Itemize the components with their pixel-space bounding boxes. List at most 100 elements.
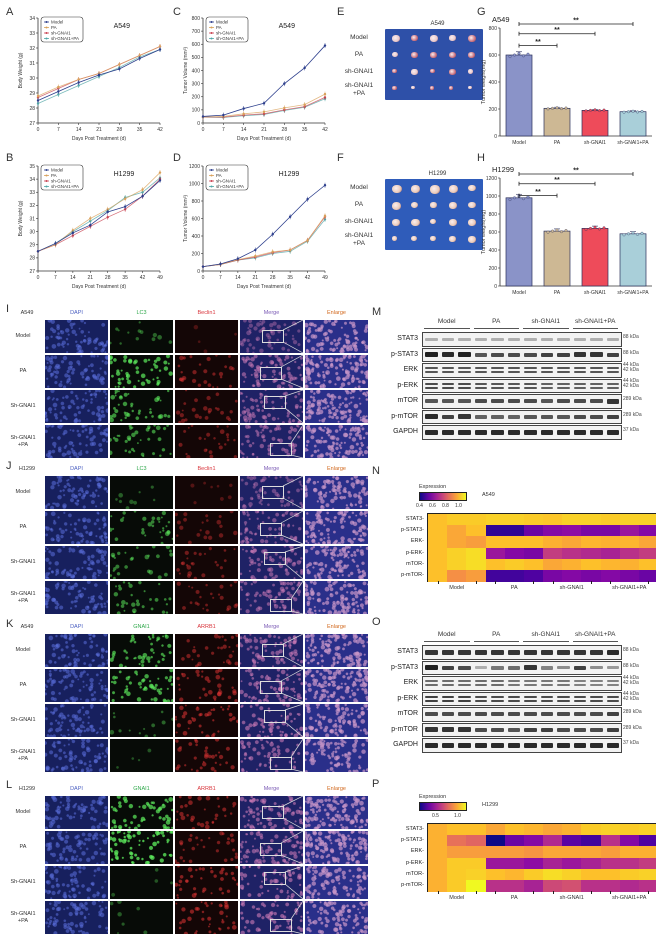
heatmap-cell (619, 547, 640, 560)
heatmap-cell (428, 824, 448, 836)
colorbar (419, 802, 467, 811)
if-dapi-image (45, 390, 108, 423)
wb-band (491, 684, 504, 687)
wb-band (491, 665, 504, 670)
heatmap-cell (619, 857, 640, 870)
svg-text:**: ** (573, 168, 579, 175)
heatmap-cell (485, 835, 506, 847)
wb-band (573, 414, 586, 419)
svg-text:PA: PA (554, 140, 561, 146)
heatmap-cell (543, 857, 563, 870)
heatmap-x-tick (533, 581, 535, 585)
if-column-header: Beclin1 (197, 466, 216, 472)
svg-text:PA: PA (554, 290, 561, 296)
if-merge-image (240, 425, 303, 458)
svg-text:H1299: H1299 (492, 165, 514, 174)
zoom-connector-lines (282, 796, 303, 829)
heatmap-cell (447, 857, 467, 870)
wb-band-strip (422, 707, 622, 722)
if-dapi-image (45, 704, 108, 737)
wb-band (524, 727, 537, 732)
heatmap-cell (485, 570, 506, 582)
wb-band (524, 665, 537, 671)
if-column-header: Enlarge (327, 786, 346, 792)
if-dapi-image (45, 476, 108, 509)
heatmap-x-tick (610, 891, 612, 895)
heatmap-title: A549 (482, 492, 495, 498)
heatmap-cell (523, 525, 544, 537)
svg-text:21: 21 (253, 275, 259, 281)
wb-band (507, 352, 520, 357)
if-row-label: Model (15, 332, 31, 339)
heatmap-cell (562, 824, 582, 836)
svg-text:Tumor weight(mg): Tumor weight(mg) (481, 210, 487, 255)
wb-band (441, 352, 454, 358)
photo-row-label: sh-GNAI1 (344, 68, 374, 75)
wb-band (474, 382, 487, 385)
heatmap-cell (562, 868, 582, 881)
wb-band (507, 382, 520, 385)
wb-band (540, 742, 553, 748)
svg-text:600: 600 (192, 42, 201, 48)
svg-text:Days Post Treatment (d): Days Post Treatment (d) (237, 136, 292, 142)
tumor-sample (411, 219, 420, 227)
wb-band-strip (422, 409, 622, 424)
heatmap-cell (600, 514, 621, 526)
wb-band-strip (422, 378, 622, 393)
heatmap-cell (447, 824, 467, 836)
wb-band-strip (422, 660, 622, 675)
colorbar-tick: 1.0 (455, 503, 462, 509)
wb-band (557, 695, 570, 698)
wb-band (507, 429, 520, 435)
wb-band (507, 684, 520, 687)
heatmap-cell (485, 846, 506, 859)
if-dapi-image (45, 866, 108, 899)
panel-label-c: C (173, 6, 181, 18)
svg-text:33: 33 (29, 190, 35, 196)
wb-group-line (473, 641, 519, 642)
wb-band (441, 382, 454, 385)
wb-band (573, 371, 586, 374)
if-cell-line-label: A549 (20, 310, 34, 316)
heatmap-cell (600, 880, 621, 892)
tumor-photo-a549: A549 Model PA sh-GNAI1 sh-GNAI1 +PA (335, 20, 485, 120)
heatmap-row-label: mTOR- (406, 870, 424, 877)
wb-band (491, 371, 504, 374)
heatmap-cell (504, 570, 525, 582)
tumor-sample (468, 35, 477, 43)
wb-band (573, 680, 586, 683)
if-panel-j: H1299 DAPI LC3 Beclin1 Merge Enlarge Model PA Sh… (0, 466, 368, 616)
wb-band (557, 429, 570, 435)
svg-text:7: 7 (54, 275, 57, 281)
if-row-label: Sh-GNAI1 (10, 402, 36, 409)
wb-band (590, 712, 603, 717)
heatmap-row-label: p-mTOR- (401, 572, 424, 578)
svg-text:Model: Model (51, 168, 63, 173)
if-red-image (175, 581, 238, 614)
wb-band (590, 352, 603, 358)
wb-band (573, 337, 586, 341)
zoom-box (264, 396, 286, 409)
svg-text:sh-GNAI1: sh-GNAI1 (216, 31, 236, 36)
if-enlarge-image (305, 866, 368, 899)
svg-text:sh-GNAI1: sh-GNAI1 (51, 31, 71, 36)
panel-label-i: I (6, 303, 10, 315)
if-enlarge-image (305, 704, 368, 737)
wb-band (474, 386, 487, 389)
if-red-image (175, 796, 238, 829)
colorbar-tick: 1.0 (454, 813, 461, 819)
heatmap-cell (581, 880, 601, 892)
heatmap-cell (485, 880, 506, 892)
heatmap-cell (619, 514, 640, 526)
svg-text:28: 28 (117, 127, 123, 133)
wb-band (458, 680, 471, 683)
zoom-box (270, 919, 292, 932)
heatmap-group-label: PA (510, 585, 518, 592)
if-enlarge-image (305, 581, 368, 614)
wb-band (524, 695, 537, 698)
wb-band (590, 727, 603, 732)
wb-band (590, 337, 603, 341)
svg-text:400: 400 (192, 68, 201, 74)
wb-band (458, 382, 471, 385)
heatmap-x-tick (610, 581, 612, 585)
